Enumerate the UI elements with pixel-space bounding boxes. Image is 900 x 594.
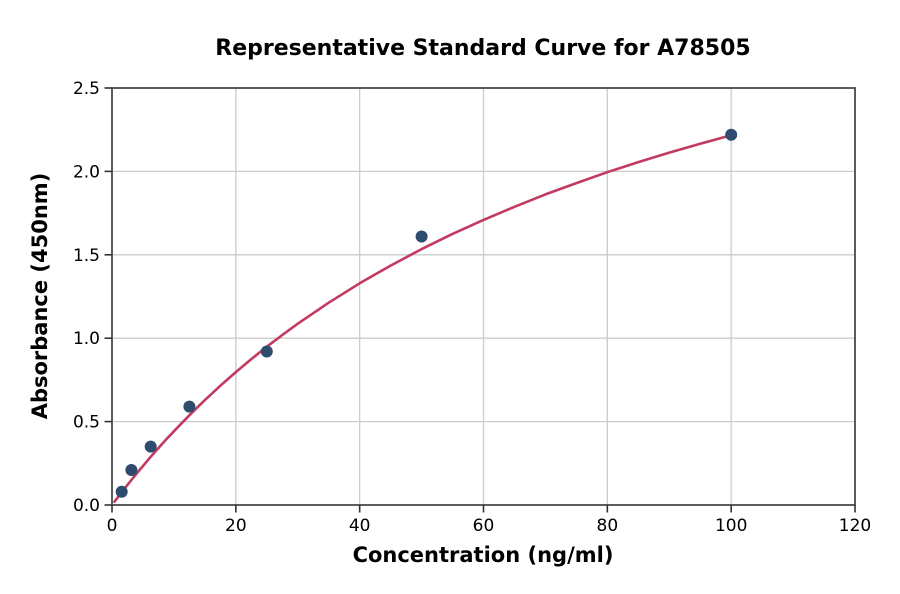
fit-curve — [113, 133, 733, 504]
data-layer — [113, 128, 738, 504]
x-tick-label: 80 — [597, 516, 619, 536]
data-point — [125, 464, 138, 476]
y-tick-label: 2.0 — [73, 162, 100, 182]
y-axis-label: Absorbance (450nm) — [28, 173, 52, 420]
x-tick-label: 0 — [107, 516, 118, 536]
y-tick-label: 1.0 — [73, 329, 100, 349]
y-tick-label: 0.5 — [73, 413, 100, 433]
data-point — [144, 440, 157, 453]
x-tick-label: 20 — [225, 516, 247, 536]
data-point — [183, 400, 196, 413]
chart-title: Representative Standard Curve for A78505 — [215, 36, 750, 61]
tick-layer: 0 20 40 60 80 100 120 0.0 0.5 1.0 1.5 2.0 2.5 — [73, 79, 871, 536]
x-tick-label: 120 — [839, 516, 871, 536]
x-axis-label: Concentration (ng/ml) — [353, 543, 614, 567]
x-tick-label: 100 — [715, 516, 747, 536]
data-point — [725, 128, 738, 141]
data-point — [260, 345, 273, 358]
x-tick-label: 60 — [473, 516, 495, 536]
y-tick-label: 1.5 — [73, 246, 100, 266]
grid-layer — [112, 88, 856, 505]
data-point — [115, 485, 128, 498]
y-tick-label: 0.0 — [73, 496, 100, 516]
y-tick-label: 2.5 — [73, 79, 100, 99]
data-point — [415, 230, 428, 243]
x-tick-label: 40 — [349, 516, 371, 536]
